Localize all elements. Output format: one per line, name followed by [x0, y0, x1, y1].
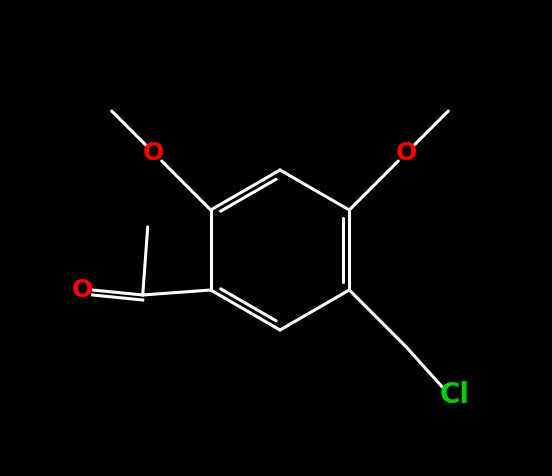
Text: O: O [396, 141, 417, 165]
Text: O: O [143, 141, 164, 165]
Text: Cl: Cl [439, 381, 469, 409]
Text: O: O [72, 278, 93, 302]
